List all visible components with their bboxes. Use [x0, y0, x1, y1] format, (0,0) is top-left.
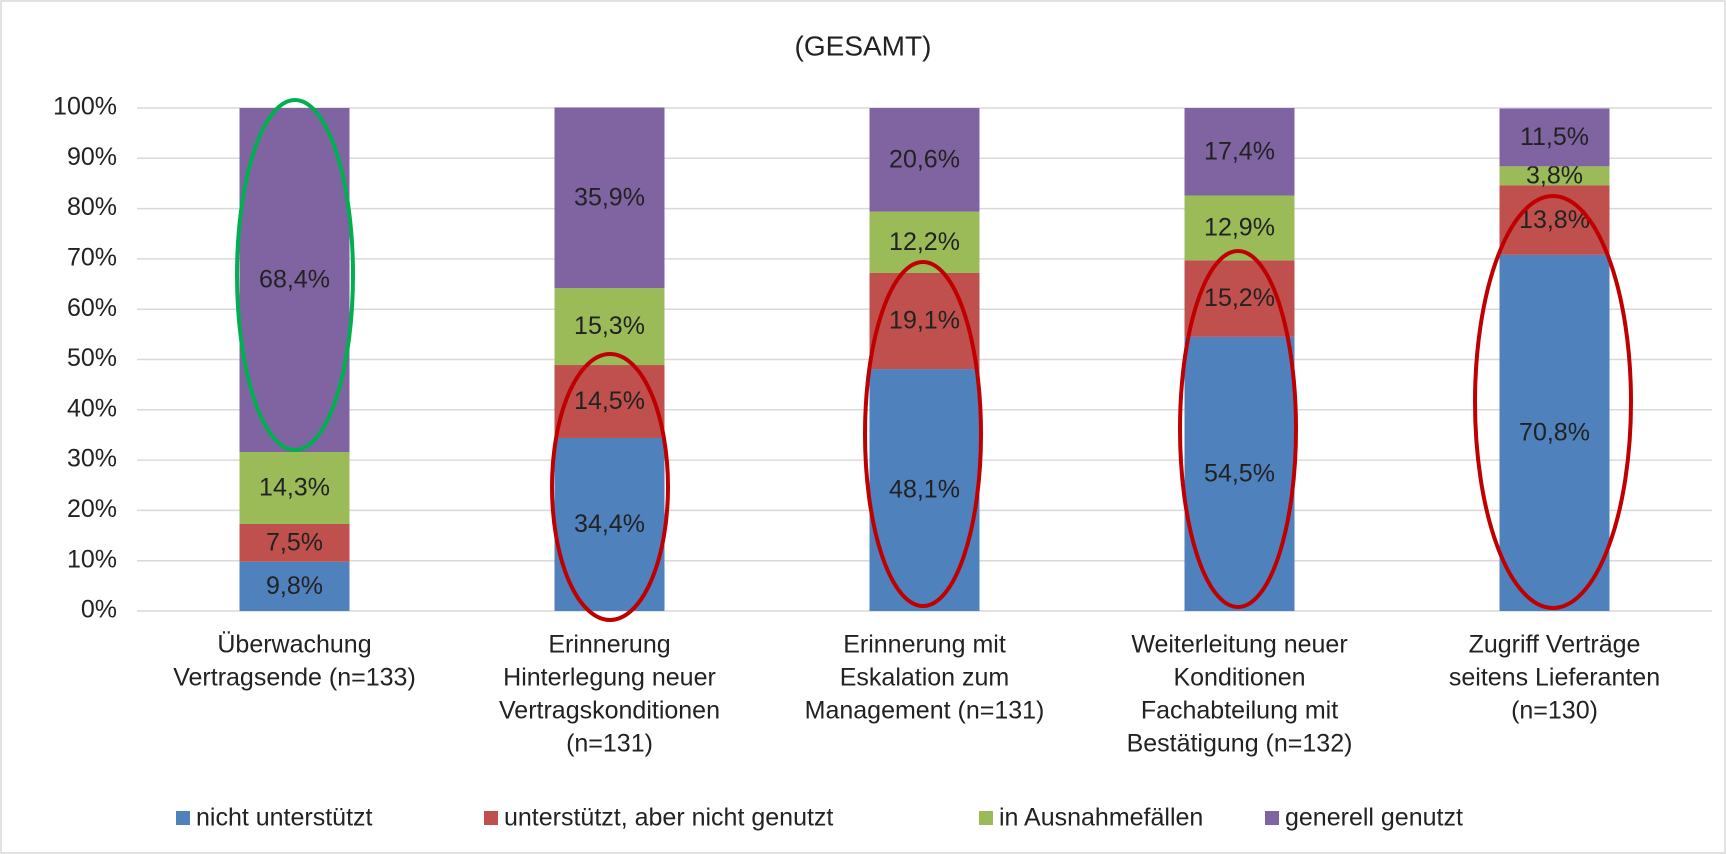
data-label: 15,2%	[1204, 284, 1275, 312]
y-tick-label: 60%	[67, 294, 117, 322]
bar-segment	[554, 365, 665, 438]
plot: 0% 10% 20% 30% 40% 50% 60% 70% 80% 90% 100% 9,8% 7,5…	[53, 93, 1712, 832]
data-label: 12,9%	[1204, 214, 1275, 242]
legend-label: unterstützt, aber nicht genutzt	[504, 804, 833, 832]
highlight-ellipse	[550, 352, 670, 622]
x-tick-label: Management (n=131)	[805, 697, 1045, 725]
x-tick-label: (n=131)	[566, 730, 653, 758]
y-tick-label: 40%	[67, 394, 117, 422]
x-tick-label: Vertragsende (n=133)	[173, 664, 416, 692]
y-tick-label: 70%	[67, 244, 117, 272]
y-tick-label: 10%	[67, 545, 117, 573]
x-tick-label: Eskalation zum	[840, 664, 1010, 692]
y-tick-label: 100%	[53, 93, 117, 121]
x-tick-label: Überwachung	[217, 631, 371, 659]
x-tick-label: Bestätigung (n=132)	[1127, 730, 1353, 758]
data-label: 70,8%	[1519, 419, 1590, 447]
bar-segment	[1499, 254, 1610, 611]
data-label: 15,3%	[574, 312, 645, 340]
x-tick-label: Erinnerung mit	[843, 631, 1006, 659]
bar-segment	[239, 108, 350, 453]
y-tick-label: 90%	[67, 143, 117, 171]
bar-segment	[554, 437, 665, 611]
data-label: 34,4%	[574, 510, 645, 538]
legend-swatch	[979, 811, 993, 825]
x-tick-label: Vertragskonditionen	[499, 697, 720, 725]
legend-swatch	[1265, 811, 1279, 825]
annotations	[235, 98, 1633, 622]
legend-label: in Ausnahmefällen	[999, 804, 1203, 832]
y-tick-label: 20%	[67, 495, 117, 523]
highlight-ellipse	[863, 260, 983, 608]
data-label: 13,8%	[1519, 206, 1590, 234]
x-tick-label: Zugriff Verträge	[1469, 631, 1641, 659]
data-label: 12,2%	[889, 228, 960, 256]
legend-swatch	[484, 811, 498, 825]
data-label: 9,8%	[266, 572, 323, 600]
y-tick-label: 50%	[67, 344, 117, 372]
data-label: 11,5%	[1520, 123, 1589, 151]
data-label: 14,3%	[259, 474, 330, 502]
x-tick-label: Konditionen	[1173, 664, 1305, 692]
x-tick-label: Hinterlegung neuer	[503, 664, 716, 692]
bar-segment	[869, 108, 980, 212]
chart-title: (GESAMT)	[795, 30, 932, 61]
bar-segment	[869, 272, 980, 370]
data-label: 14,5%	[574, 387, 645, 415]
x-tick-label: Erinnerung	[548, 631, 670, 659]
data-label: 7,5%	[266, 528, 323, 556]
data-label: 68,4%	[259, 266, 330, 294]
legend-label: nicht unterstützt	[196, 804, 373, 832]
x-tick-label: seitens Lieferanten	[1449, 664, 1660, 692]
legend-label: generell genutzt	[1285, 804, 1463, 832]
data-label: 35,9%	[574, 183, 645, 211]
bar-segment	[554, 107, 665, 289]
highlight-ellipse	[1473, 194, 1633, 610]
x-tick-label: Weiterleitung neuer	[1131, 631, 1347, 659]
bar-segment	[239, 523, 350, 562]
bar-segment	[239, 561, 350, 611]
highlight-ellipse	[235, 98, 355, 452]
legend-swatch	[176, 811, 190, 825]
bar-segment	[239, 452, 350, 524]
data-label: 20,6%	[889, 145, 960, 173]
data-label: 48,1%	[889, 476, 960, 504]
y-tick-label: 80%	[67, 193, 117, 221]
y-tick-label: 0%	[81, 596, 117, 624]
data-label: 54,5%	[1204, 460, 1275, 488]
bar-segment	[1499, 166, 1610, 186]
bar-segment	[1184, 108, 1295, 196]
data-label: 19,1%	[889, 307, 960, 335]
x-tick-label: Fachabteilung mit	[1141, 697, 1338, 725]
y-tick-label: 30%	[67, 445, 117, 473]
data-label: 17,4%	[1204, 137, 1275, 165]
bar-segment	[1499, 108, 1610, 167]
highlight-ellipse	[1178, 249, 1298, 609]
x-tick-label: (n=130)	[1511, 697, 1598, 725]
